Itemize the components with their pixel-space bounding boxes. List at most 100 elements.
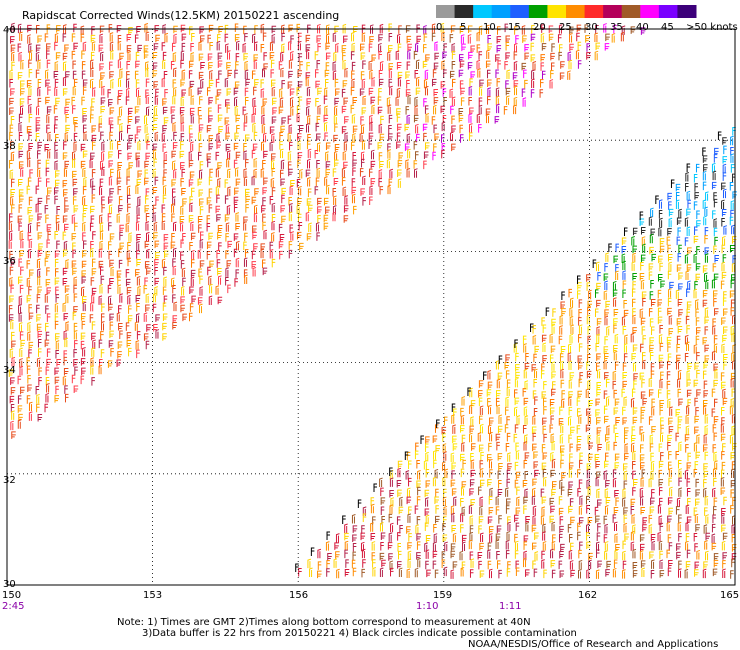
wind-barb [9,395,15,404]
wind-barb [19,347,23,358]
wind-barb [54,313,59,322]
wind-barb [676,543,681,551]
wind-barb [317,561,322,570]
wind-barb [370,96,376,105]
wind-barb [144,177,149,186]
wind-barb [713,477,717,487]
wind-barb [730,164,735,173]
wind-barb [640,254,646,263]
wind-barb [280,125,285,134]
wind-barb [640,27,646,35]
wind-barb [695,524,700,532]
wind-barb [406,451,411,461]
wind-barb [667,270,672,280]
wind-barb [152,143,158,152]
wind-barb [306,86,311,97]
wind-barb [675,506,680,515]
wind-barb [91,321,96,330]
wind-barb [162,333,167,341]
wind-barb [180,296,185,304]
wind-barb [558,418,564,426]
wind-barb [315,69,319,78]
wind-barb [524,362,530,371]
wind-barb [82,167,86,178]
wind-barb [190,141,194,151]
wind-barb [199,26,204,34]
wind-barb [668,461,672,471]
wind-barb [730,135,734,146]
wind-barb [243,25,247,35]
wind-barb [162,302,167,312]
wind-barb [487,542,492,552]
wind-barb [197,106,202,116]
wind-barb [180,205,184,215]
wind-barb [200,231,204,240]
wind-barb [534,368,538,379]
wind-barb [101,150,105,161]
wind-barb [152,292,157,303]
wind-barb [424,522,429,532]
wind-barb [687,247,692,255]
wind-barb [640,462,645,470]
wind-barb [53,70,59,79]
wind-barb [29,269,34,277]
wind-barb [685,315,690,325]
wind-barb [396,113,401,123]
wind-barb [541,462,547,471]
wind-barb [470,416,474,426]
wind-barb [597,499,602,507]
wind-barb [452,443,458,451]
wind-barb [513,433,518,443]
wind-barb [515,567,520,577]
wind-barb [324,132,328,142]
wind-barb [10,195,14,206]
wind-barb [586,532,590,541]
wind-barb [659,262,663,272]
wind-barb [458,69,464,78]
wind-barb [470,558,475,568]
wind-barb [317,570,322,579]
wind-barb [388,63,394,71]
wind-barb [604,43,610,51]
wind-barb [20,105,24,115]
wind-barb [711,278,716,289]
wind-barb [730,279,735,289]
wind-barb [596,282,601,291]
wind-barb [561,308,566,316]
wind-barb [9,124,14,134]
wind-barb [197,216,203,224]
wind-barb [478,516,484,524]
wind-barb [64,44,69,52]
wind-barb [622,560,627,570]
wind-barb [134,34,139,44]
wind-barb [551,62,555,71]
wind-barb [379,23,384,34]
wind-barb [90,114,94,123]
wind-barb [118,322,123,331]
wind-barb [209,168,213,178]
wind-barb [263,63,268,71]
wind-barb [576,24,582,33]
wind-barb [10,284,14,294]
wind-barb [72,267,77,276]
wind-barb [387,143,391,152]
wind-barb [136,259,141,267]
wind-barb [108,340,114,348]
wind-barb [108,303,113,312]
wind-barb [63,240,68,251]
wind-barb [487,549,491,559]
wind-barb [145,188,150,197]
wind-barb [188,86,193,96]
wind-barb [451,125,456,133]
wind-barb [678,487,683,497]
wind-barb [435,515,440,524]
wind-barb [722,235,726,246]
wind-barb [119,242,124,251]
wind-barb [552,381,556,390]
wind-barb [641,567,646,577]
wind-barb [416,552,421,560]
wind-barb [586,52,591,60]
wind-barb [723,361,727,371]
wind-barb [696,220,701,228]
wind-barb [369,196,373,205]
